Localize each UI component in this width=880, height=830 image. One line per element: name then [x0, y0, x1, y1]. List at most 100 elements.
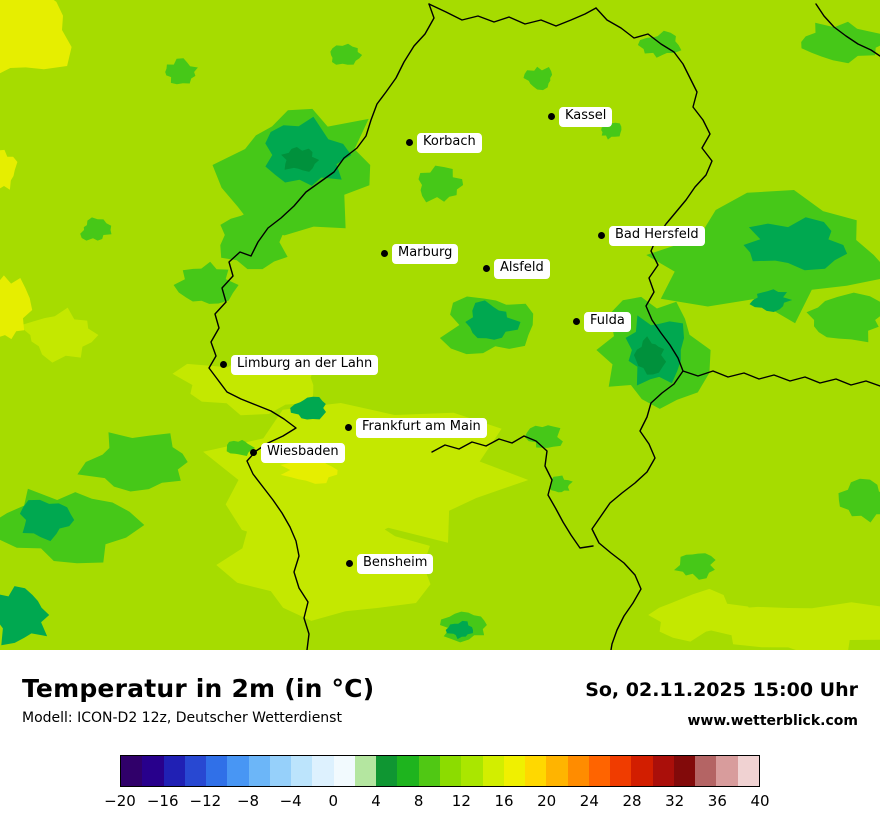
- temperature-patch: [445, 620, 473, 640]
- temperature-patch: [203, 403, 529, 550]
- legend-colorbar: [120, 755, 760, 787]
- legend-tick-label: 40: [750, 792, 770, 810]
- temperature-patch: [674, 553, 716, 580]
- info-left: Temperatur in 2m (in °C) Modell: ICON-D2…: [22, 674, 374, 726]
- legend-cell: [525, 756, 547, 786]
- legend-cell: [291, 756, 313, 786]
- temperature-patch: [0, 0, 72, 74]
- model-info: Modell: ICON-D2 12z, Deutscher Wetterdie…: [22, 710, 342, 726]
- legend-tick-label: 32: [665, 792, 685, 810]
- border-path-east-lateral: [682, 370, 880, 387]
- legend-tick-label: 12: [451, 792, 471, 810]
- city-dot-icon: [406, 139, 413, 147]
- city-marker-wiesbaden: Wiesbaden: [250, 443, 345, 463]
- city-dot-icon: [220, 361, 227, 369]
- legend-cell: [376, 756, 398, 786]
- map-area: Kassel Korbach Bad Hersfeld Marburg Alsfeld F…: [0, 0, 880, 650]
- forecast-datetime: So, 02.11.2025 15:00 Uhr: [585, 679, 858, 701]
- legend-tick-label: 8: [413, 792, 424, 810]
- info-bar: Temperatur in 2m (in °C) Modell: ICON-D2…: [0, 650, 880, 729]
- temperature-patch: [637, 30, 682, 58]
- temperature-patch: [290, 396, 326, 420]
- city-label: Marburg: [392, 244, 459, 264]
- legend-cell: [546, 756, 568, 786]
- temperature-patch: [77, 432, 188, 492]
- legend-tick-labels: −20 −16 −12 −8 −4 0 4 8 12 16 20 24 28 32 36 40: [104, 792, 769, 816]
- city-label: Kassel: [559, 107, 613, 127]
- legend-tick-label: −12: [189, 792, 222, 810]
- temperature-patch: [0, 275, 33, 340]
- legend-cell: [588, 756, 611, 786]
- city-dot-icon: [346, 560, 353, 568]
- map-base-fill: [0, 0, 880, 650]
- legend-cell: [695, 756, 717, 786]
- city-label: Bad Hersfeld: [609, 226, 705, 246]
- temperature-patch: [0, 586, 50, 646]
- temperature-map-graphic: [0, 0, 880, 650]
- temperature-patch: [226, 439, 256, 456]
- legend-cell: [610, 756, 632, 786]
- temperature-patch: [633, 336, 667, 375]
- temperature-patch: [838, 478, 880, 523]
- legend-tick-label: −16: [146, 792, 179, 810]
- border-path-northeast-corner: [815, 3, 880, 57]
- legend-cell: [227, 756, 249, 786]
- legend-cell: [567, 756, 589, 786]
- temperature-patch: [0, 149, 18, 190]
- temperature-patch: [19, 499, 75, 542]
- city-dot-icon: [598, 232, 605, 240]
- legend-cell: [652, 756, 674, 786]
- city-marker-korbach: Korbach: [406, 133, 482, 153]
- legend-cell: [631, 756, 653, 786]
- city-label: Limburg an der Lahn: [231, 355, 379, 375]
- legend-cell: [184, 756, 207, 786]
- temperature-legend: −20 −16 −12 −8 −4 0 4 8 12 16 20 24 28 32 36 40: [104, 755, 770, 816]
- city-marker-alsfeld: Alsfeld: [483, 259, 550, 279]
- temperature-patch: [19, 307, 99, 363]
- legend-cell: [333, 756, 355, 786]
- city-marker-fulda: Fulda: [573, 312, 631, 332]
- temperature-patch: [80, 217, 112, 241]
- legend-cell: [418, 756, 440, 786]
- legend-tick-label: 24: [579, 792, 599, 810]
- website-url: www.wetterblick.com: [687, 713, 859, 729]
- city-dot-icon: [250, 449, 257, 457]
- city-label: Frankfurt am Main: [356, 418, 487, 438]
- temperature-patch: [524, 425, 563, 448]
- city-marker-frankfurt-am-main: Frankfurt am Main: [345, 418, 487, 438]
- border-path-east: [591, 7, 713, 650]
- temperature-patch: [749, 289, 793, 312]
- legend-cell: [269, 756, 292, 786]
- legend-cell: [461, 756, 483, 786]
- legend-cell: [142, 756, 164, 786]
- temperature-patch: [280, 457, 338, 484]
- legend-tick-label: −20: [104, 792, 136, 810]
- city-dot-icon: [548, 113, 555, 121]
- legend-cell: [503, 756, 526, 786]
- city-label: Alsfeld: [494, 259, 550, 279]
- legend-cell: [439, 756, 462, 786]
- state-borders: [208, 3, 880, 650]
- legend-tick-label: 36: [707, 792, 727, 810]
- city-label: Bensheim: [357, 554, 434, 574]
- city-label: Wiesbaden: [261, 443, 345, 463]
- temperature-fill-layer: [0, 0, 880, 650]
- legend-cell: [737, 756, 759, 786]
- city-label: Fulda: [584, 312, 631, 332]
- temperature-patch: [281, 147, 320, 172]
- legend-cell: [673, 756, 696, 786]
- legend-cell: [397, 756, 419, 786]
- temperature-patch: [465, 300, 521, 340]
- legend-tick-label: 4: [371, 792, 381, 810]
- temperature-patch: [165, 58, 198, 85]
- city-marker-limburg-an-der-lahn: Limburg an der Lahn: [220, 355, 379, 375]
- temperature-patch: [523, 66, 553, 91]
- legend-tick-label: 16: [494, 792, 514, 810]
- city-marker-marburg: Marburg: [381, 244, 459, 264]
- info-right: So, 02.11.2025 15:00 Uhr www.wetterblick…: [585, 674, 858, 729]
- city-dot-icon: [483, 265, 490, 273]
- temperature-patch: [700, 602, 880, 650]
- city-marker-bensheim: Bensheim: [346, 554, 434, 574]
- temperature-patch: [330, 43, 363, 65]
- city-dot-icon: [345, 424, 352, 432]
